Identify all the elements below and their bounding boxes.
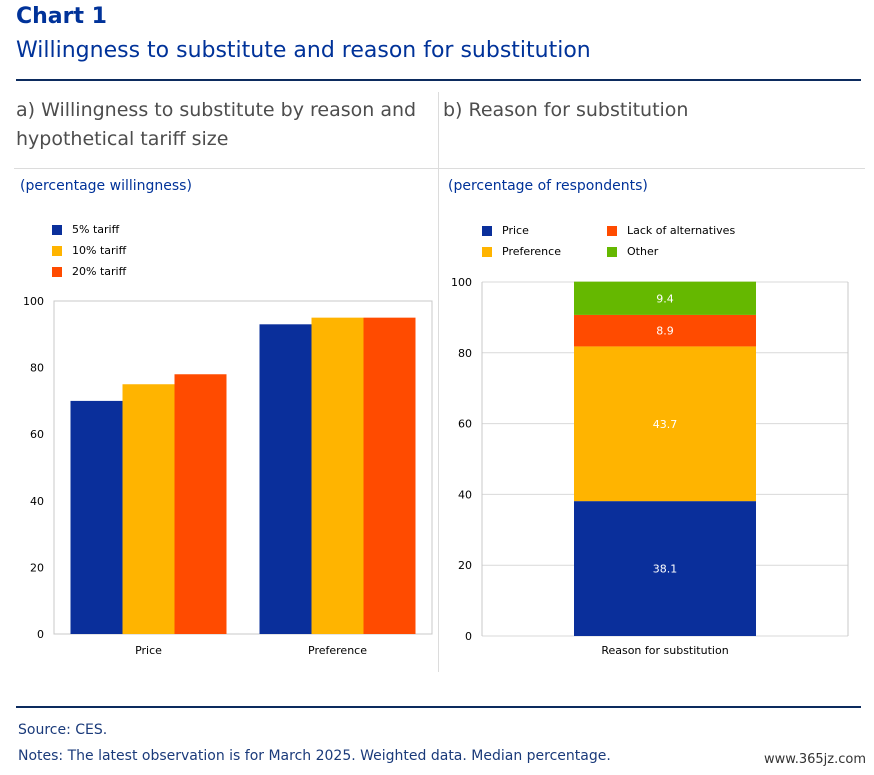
panel-a-unit: (percentage willingness) <box>20 178 192 194</box>
legend-label: 10% tariff <box>72 244 127 257</box>
x-tick-label: Reason for substitution <box>601 644 728 657</box>
legend-item-lack-of-alternatives: Lack of alternatives <box>607 224 735 238</box>
legend-label: Other <box>627 245 659 258</box>
panel-title-divider <box>14 168 865 169</box>
chart-title: Willingness to substitute and reason for… <box>16 38 591 63</box>
chart-number: Chart 1 <box>16 4 107 29</box>
plot-frame <box>53 300 433 635</box>
legend-label: Preference <box>502 245 561 258</box>
legend-item-10pct: 10% tariff <box>52 244 126 258</box>
y-tick-label: 60 <box>458 418 472 431</box>
legend-item-other: Other <box>607 245 658 259</box>
y-tick-label: 0 <box>465 630 472 643</box>
bar <box>259 324 312 634</box>
y-tick-label: 20 <box>30 561 44 574</box>
data-label: 38.1 <box>653 563 678 576</box>
y-tick-label: 40 <box>30 495 44 508</box>
y-tick-label: 60 <box>30 428 44 441</box>
legend-swatch <box>607 247 617 257</box>
stacked-bar-segment <box>574 314 756 347</box>
bar <box>122 384 175 634</box>
data-label: 43.7 <box>653 418 678 431</box>
bar <box>174 374 227 634</box>
panel-b-unit: (percentage of respondents) <box>448 178 648 194</box>
header-divider <box>16 79 861 81</box>
y-tick-label: 80 <box>458 347 472 360</box>
bar <box>311 317 364 634</box>
legend-label: Lack of alternatives <box>627 224 736 237</box>
y-tick-label: 0 <box>37 628 44 641</box>
y-tick-label: 100 <box>23 295 44 308</box>
panel-a-title: a) Willingness to substitute by reason a… <box>16 99 417 150</box>
stacked-bar-segment <box>574 346 756 502</box>
source-note: Source: CES. <box>18 722 108 738</box>
watermark: www.365jz.com <box>764 752 866 767</box>
panel-b-title: b) Reason for substitution <box>443 99 689 121</box>
legend-label: 5% tariff <box>72 223 120 236</box>
y-tick-label: 40 <box>458 488 472 501</box>
legend-swatch <box>52 267 62 277</box>
legend-item-20pct: 20% tariff <box>52 265 126 279</box>
legend-swatch <box>52 225 62 235</box>
legend-swatch <box>607 226 617 236</box>
data-label: 8.9 <box>656 325 674 338</box>
legend-swatch <box>482 226 492 236</box>
stacked-bar-segment <box>574 501 756 636</box>
panel-divider <box>438 92 439 672</box>
y-tick-label: 20 <box>458 559 472 572</box>
bar <box>363 317 416 634</box>
legend-label: Price <box>502 224 529 237</box>
notes: Notes: The latest observation is for Mar… <box>18 748 611 764</box>
legend-item-preference: Preference <box>482 245 561 259</box>
footer-divider <box>16 706 861 708</box>
legend-swatch <box>482 247 492 257</box>
legend-label: 20% tariff <box>72 265 127 278</box>
legend-swatch <box>52 246 62 256</box>
y-tick-label: 100 <box>451 276 472 289</box>
y-tick-label: 80 <box>30 362 44 375</box>
stacked-bar-segment <box>574 281 756 315</box>
bar <box>70 400 123 634</box>
legend-item-5pct: 5% tariff <box>52 223 119 237</box>
x-tick-label: Price <box>135 644 162 657</box>
data-label: 9.4 <box>656 292 674 305</box>
x-tick-label: Preference <box>308 644 367 657</box>
legend-item-price: Price <box>482 224 529 238</box>
